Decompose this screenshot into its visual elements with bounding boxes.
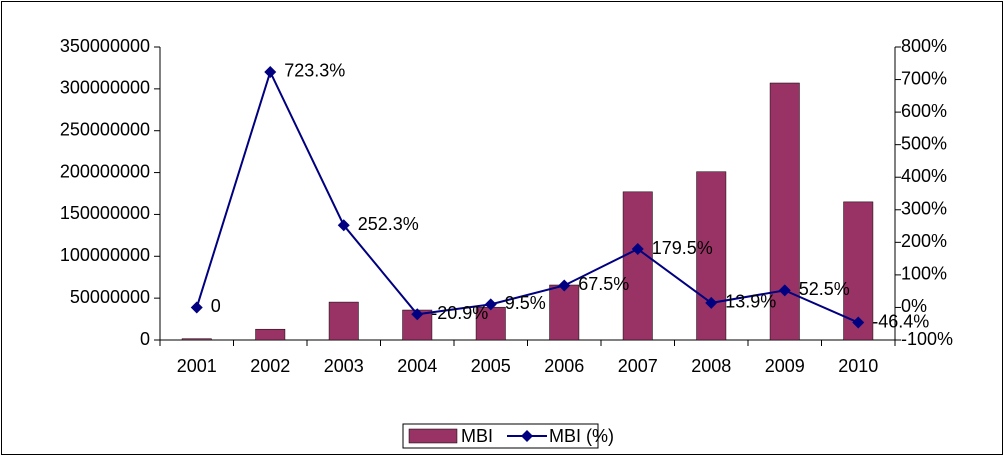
y-tick-label: 150000000 [60,203,150,223]
bar [328,301,359,341]
marker [337,219,350,232]
x-tick-label: 2001 [177,356,217,376]
x-tick-label: 2002 [250,356,290,376]
marker [631,243,644,256]
legend-label: MBI [461,426,493,446]
data-label: 252.3% [358,214,419,234]
y2-tick-label: 200% [901,231,947,251]
marker [852,316,865,329]
data-label: 179.5% [652,238,713,258]
y2-tick-label: 500% [901,133,947,153]
marker [411,308,424,321]
y-tick-label: 300000000 [60,78,150,98]
y2-tick-label: 700% [901,68,947,88]
x-tick-label: 2003 [324,356,364,376]
bar [769,82,800,341]
y2-tick-label: 600% [901,101,947,121]
y-tick-label: 250000000 [60,119,150,139]
data-label: -46.4% [872,311,929,331]
legend-label: MBI (%) [549,426,614,446]
data-label: 13.9% [725,292,776,312]
data-label: -20.9% [431,303,488,323]
marker [484,298,497,311]
marker [558,279,571,292]
marker [705,296,718,309]
bar [475,306,506,341]
y-tick-label: 0 [140,329,150,349]
x-tick-label: 2009 [765,356,805,376]
bar [255,328,286,341]
marker [778,284,791,297]
x-tick-label: 2008 [691,356,731,376]
data-label: 0 [211,296,221,316]
marker [190,301,203,314]
bar [181,338,212,341]
data-label: 9.5% [505,293,546,313]
y2-tick-label: 400% [901,166,947,186]
bar [696,171,727,341]
y2-tick-label: -100% [901,329,953,349]
y-tick-label: 50000000 [70,287,150,307]
y2-tick-label: 0% [901,296,927,316]
legend-swatch [408,428,458,444]
legend-marker [521,430,533,442]
line [195,69,859,324]
y2-tick-label: 100% [901,264,947,284]
x-tick-label: 2007 [618,356,658,376]
x-tick-label: 2005 [471,356,511,376]
data-label: 723.3% [284,61,345,81]
data-label: 67.5% [578,274,629,294]
data-label: 52.5% [799,279,850,299]
y-tick-label: 100000000 [60,245,150,265]
y2-tick-label: 800% [901,36,947,56]
marker [264,65,277,78]
bar [622,191,653,341]
x-tick-label: 2010 [838,356,878,376]
x-tick-label: 2006 [544,356,584,376]
bar [549,284,580,341]
x-tick-label: 2004 [397,356,437,376]
y-tick-label: 200000000 [60,161,150,181]
y-tick-label: 350000000 [60,36,150,56]
y2-tick-label: 300% [901,199,947,219]
